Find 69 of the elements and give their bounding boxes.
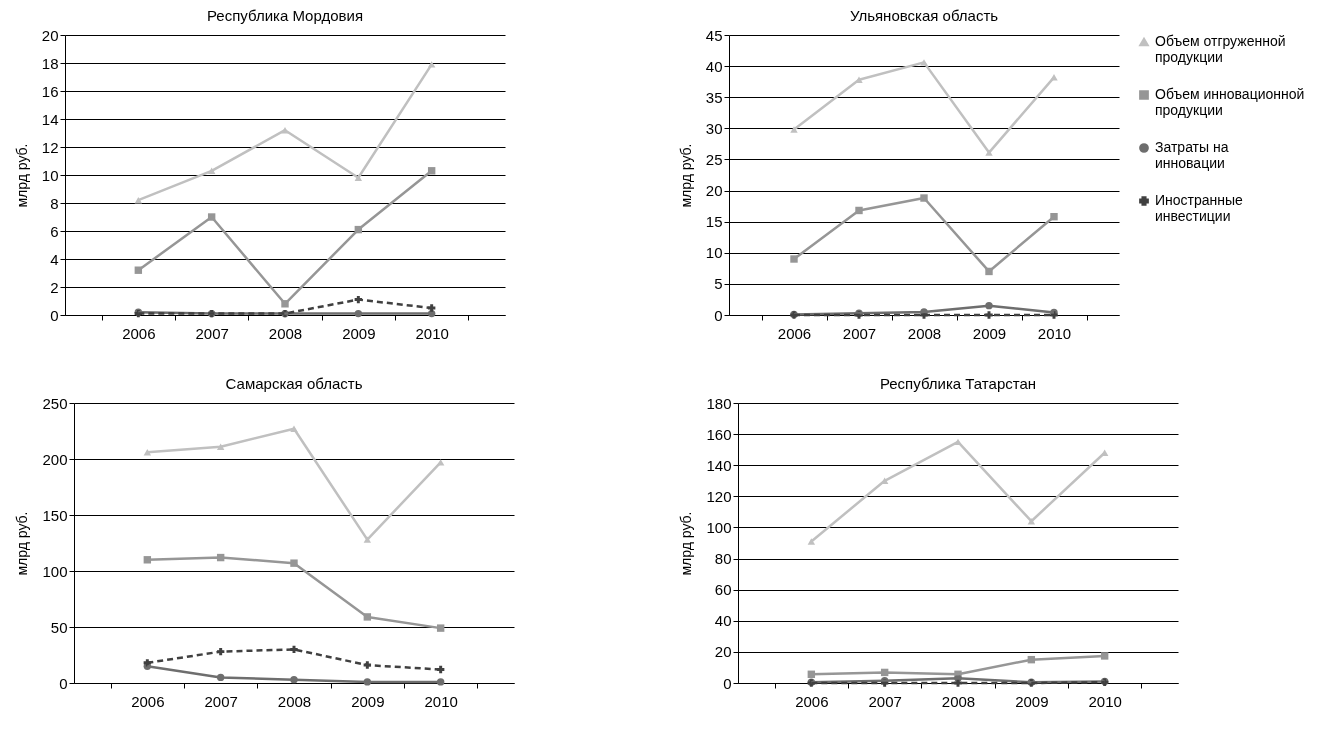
y-tick-label: 16 — [41, 82, 59, 100]
y-tick-label: 20 — [714, 643, 732, 661]
y-tick-label: 12 — [41, 138, 59, 156]
y-axis-title: млрд руб. — [678, 511, 695, 576]
x-tick-label: 2010 — [1088, 692, 1122, 710]
y-tick-label: 8 — [50, 194, 59, 212]
legend-label: Иностранные инвестиции — [1155, 192, 1244, 224]
y-tick-label: 45 — [705, 26, 723, 44]
chart-title: Республика Татарстан — [879, 375, 1037, 392]
y-tick-label: 140 — [706, 456, 732, 474]
x-tick-label: 2009 — [1015, 692, 1049, 710]
y-tick-label: 14 — [41, 110, 59, 128]
y-tick-label: 40 — [714, 612, 732, 630]
y-tick-label: 200 — [42, 450, 68, 468]
y-axis-title: млрд руб. — [677, 143, 694, 208]
x-tick-label: 2007 — [204, 692, 238, 710]
x-tick-label: 2008 — [941, 692, 976, 710]
y-tick-label: 100 — [42, 562, 68, 580]
y-tick-label: 80 — [714, 550, 732, 568]
x-tick-label: 2006 — [795, 692, 829, 710]
y-tick-label: 50 — [50, 618, 68, 636]
legend-label: Объем отгруженной продукции — [1155, 33, 1286, 65]
y-tick-label: 2 — [50, 278, 59, 296]
x-tick-label: 2006 — [777, 324, 812, 342]
x-tick-label: 2007 — [195, 324, 229, 342]
y-tick-label: 0 — [59, 674, 68, 692]
y-axis-title: млрд руб. — [14, 511, 31, 576]
y-tick-label: 0 — [723, 674, 732, 692]
y-tick-label: 6 — [50, 222, 59, 240]
y-tick-label: 0 — [50, 306, 59, 324]
legend-label: Затраты на инновации — [1155, 139, 1229, 171]
y-tick-label: 15 — [705, 213, 723, 231]
x-tick-label: 2009 — [972, 324, 1007, 342]
y-tick-label: 120 — [706, 487, 732, 505]
y-axis-title: млрд руб. — [13, 143, 30, 208]
y-tick-label: 18 — [41, 54, 59, 72]
x-tick-label: 2010 — [415, 324, 449, 342]
x-tick-label: 2008 — [268, 324, 303, 342]
y-tick-label: 5 — [714, 275, 723, 293]
y-tick-label: 25 — [705, 150, 723, 168]
chart-title: Ульяновская область — [849, 7, 999, 24]
x-tick-label: 2006 — [131, 692, 165, 710]
x-tick-label: 2009 — [342, 324, 376, 342]
x-tick-label: 2008 — [277, 692, 312, 710]
y-tick-label: 20 — [705, 182, 723, 200]
y-tick-label: 0 — [714, 306, 723, 324]
y-tick-label: 10 — [705, 244, 723, 262]
y-tick-label: 160 — [706, 425, 732, 443]
x-tick-label: 2010 — [1037, 324, 1072, 342]
x-tick-label: 2007 — [842, 324, 877, 342]
y-tick-label: 20 — [41, 26, 59, 44]
y-tick-label: 4 — [50, 250, 59, 268]
y-tick-label: 10 — [41, 166, 59, 184]
x-tick-label: 2010 — [424, 692, 458, 710]
y-tick-label: 250 — [42, 394, 68, 412]
x-tick-label: 2006 — [122, 324, 156, 342]
y-tick-label: 150 — [42, 506, 68, 524]
x-tick-label: 2008 — [907, 324, 942, 342]
y-tick-label: 100 — [706, 518, 732, 536]
x-tick-label: 2007 — [868, 692, 902, 710]
y-tick-label: 180 — [706, 394, 732, 412]
y-tick-label: 40 — [705, 57, 723, 75]
y-tick-label: 35 — [705, 88, 723, 106]
y-tick-label: 60 — [714, 581, 732, 599]
x-tick-label: 2009 — [351, 692, 385, 710]
chart-title: Самарская область — [225, 375, 363, 392]
y-tick-label: 30 — [705, 119, 723, 137]
chart-title: Республика Мордовия — [207, 7, 363, 24]
legend-label: Объем инновационной продукции — [1155, 86, 1305, 118]
